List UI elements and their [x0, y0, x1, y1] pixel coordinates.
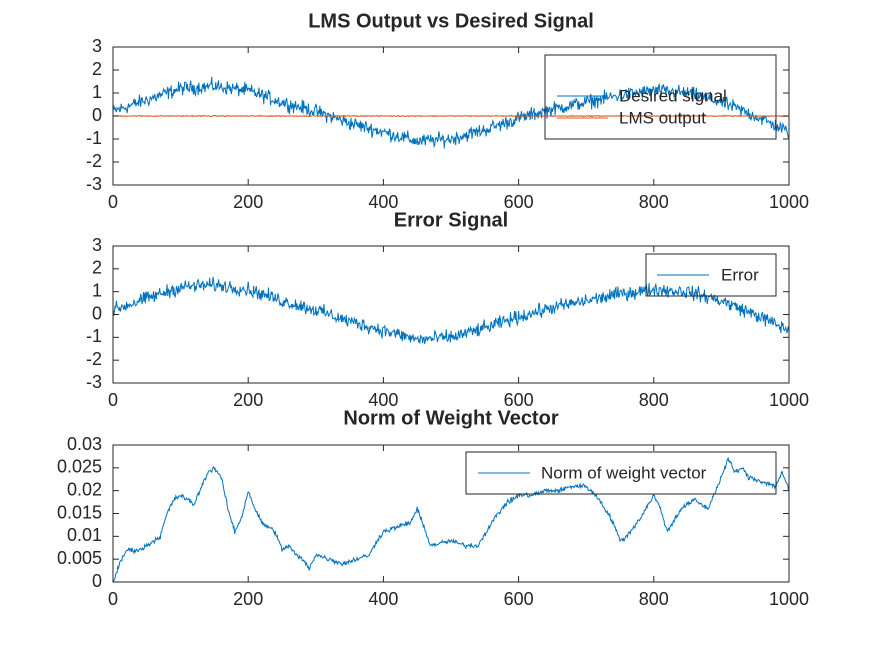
y-tick-label: 2: [92, 258, 102, 278]
y-tick-label: 1: [92, 82, 102, 102]
y-tick-label: 2: [92, 59, 102, 79]
y-tick-label: -1: [86, 326, 102, 346]
y-tick-label: 0: [92, 105, 102, 125]
x-tick-label: 800: [639, 192, 669, 212]
chart-panel-2: Error Signal 0 200 400 600 800 1000 3 21 0 -1 -2 -3 E…: [86, 209, 809, 410]
y-tick-label: -3: [86, 174, 102, 194]
x-tick-label: 0: [108, 589, 118, 609]
series-line-error: [113, 276, 789, 344]
x-tick-label: 800: [639, 390, 669, 410]
legend-label: LMS output: [619, 108, 706, 127]
x-tick-label: 600: [504, 192, 534, 212]
y-tick-label: 0.005: [57, 548, 102, 568]
chart-title: Norm of Weight Vector: [343, 407, 558, 429]
x-tick-label: 200: [233, 589, 263, 609]
x-tick-label: 800: [639, 589, 669, 609]
x-tick-label: 400: [368, 589, 398, 609]
y-tick-label: 3: [92, 36, 102, 56]
x-tick-label: 0: [108, 390, 118, 410]
y-tick-label: 0.025: [57, 457, 102, 477]
y-tick-label: -2: [86, 349, 102, 369]
y-tick-label: -1: [86, 128, 102, 148]
x-tick-label: 1000: [769, 390, 809, 410]
legend-label: Error: [721, 265, 759, 284]
y-tick-label: 0.03: [67, 434, 102, 454]
series-line-desired-signal: [113, 76, 789, 149]
legend-label: Norm of weight vector: [541, 463, 707, 482]
x-tick-label: 600: [504, 589, 534, 609]
chart-panel-3: Norm of Weight Vector 0 200 400 600 800 1000 0.…: [57, 407, 809, 609]
legend-label: Desired signal: [619, 86, 727, 105]
series-line-norm-of-weight-vector: [113, 456, 789, 582]
x-tick-label: 200: [233, 390, 263, 410]
legend: Error: [645, 253, 777, 297]
y-tick-label: 1: [92, 280, 102, 300]
y-tick-label: -3: [86, 372, 102, 392]
legend-box: [465, 451, 777, 495]
series-line-lms-output: [113, 114, 789, 118]
x-tick-label: 600: [504, 390, 534, 410]
chart-panel-1: LMS Output vs Desired Signal 0 200 400 600 80…: [86, 10, 809, 212]
legend-box: [645, 253, 777, 297]
y-tick-label: 0: [92, 571, 102, 591]
legend: Norm of weight vector: [465, 451, 777, 495]
x-tick-label: 400: [368, 192, 398, 212]
x-tick-label: 1000: [769, 589, 809, 609]
y-tick-label: 0.015: [57, 502, 102, 522]
legend-box: [544, 54, 777, 140]
y-tick-label: 3: [92, 235, 102, 255]
chart-title: LMS Output vs Desired Signal: [308, 10, 594, 32]
y-tick-label: -2: [86, 151, 102, 171]
chart-title: Error Signal: [394, 209, 508, 231]
legend: Desired signal LMS output: [544, 54, 777, 140]
x-tick-label: 0: [108, 192, 118, 212]
y-tick-label: 0.01: [67, 525, 102, 545]
x-tick-label: 400: [368, 390, 398, 410]
y-tick-label: 0.02: [67, 479, 102, 499]
x-tick-label: 200: [233, 192, 263, 212]
y-tick-label: 0: [92, 303, 102, 323]
x-tick-label: 1000: [769, 192, 809, 212]
